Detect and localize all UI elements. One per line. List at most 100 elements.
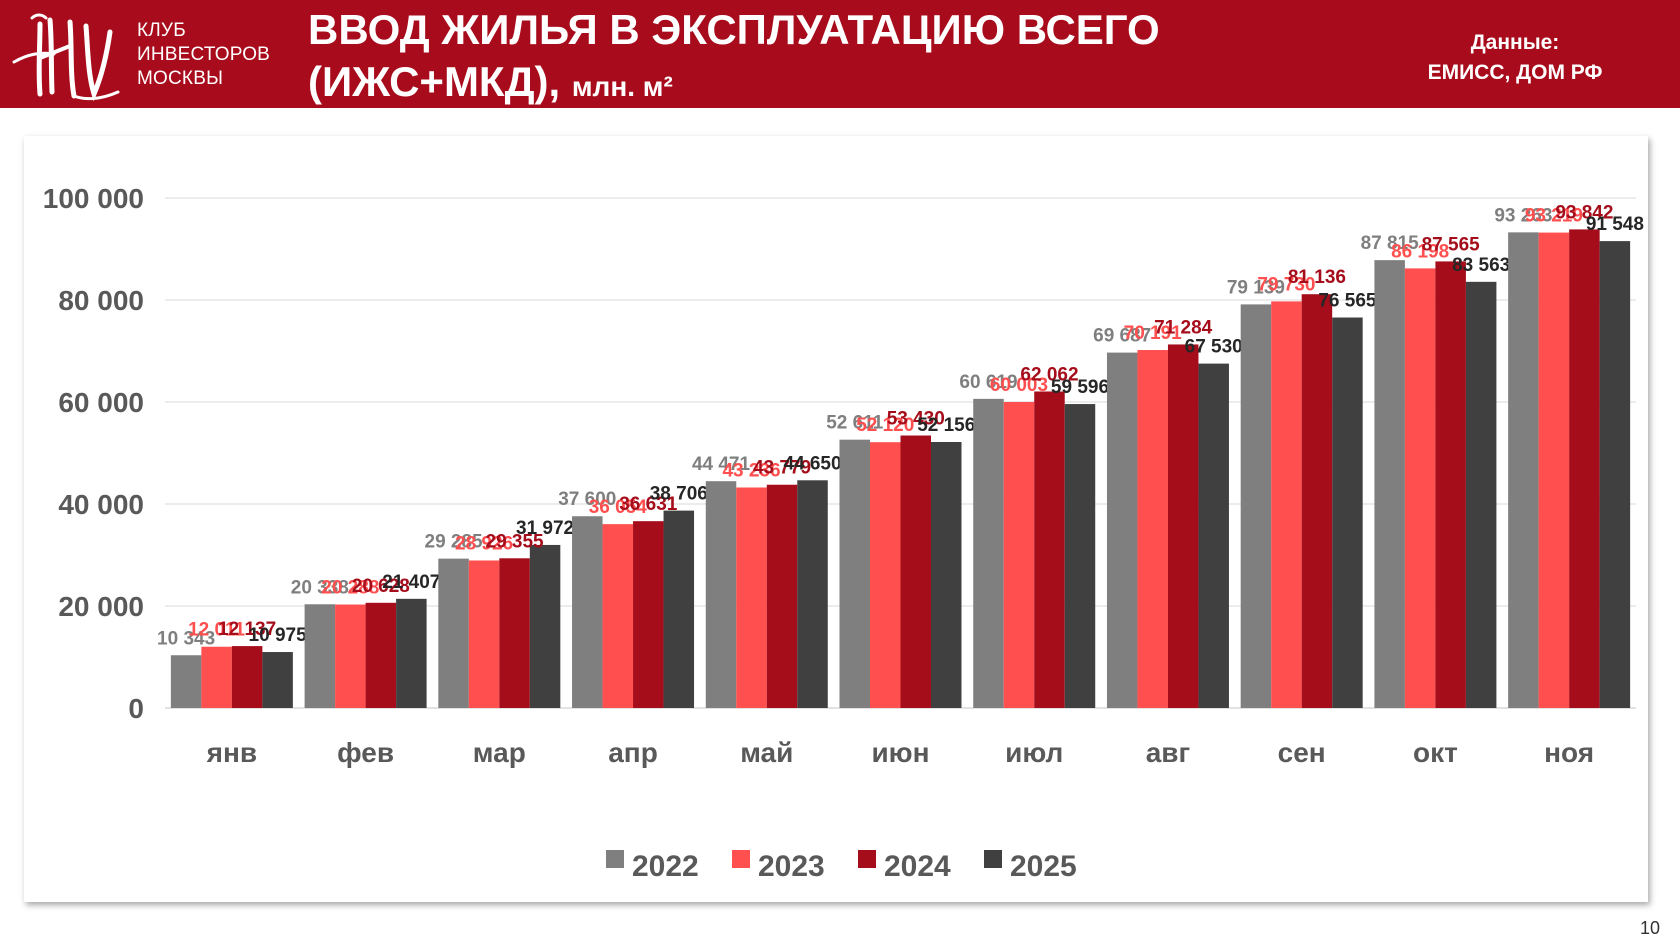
data-label-2022: 87 815 bbox=[1361, 233, 1420, 254]
bar-2025-июн bbox=[931, 442, 962, 708]
data-label-2023: 28 926 bbox=[455, 533, 513, 554]
club-logo-icon bbox=[12, 13, 120, 102]
data-label-2022: 79 139 bbox=[1227, 277, 1285, 298]
y-tick-label: 0 bbox=[128, 693, 144, 724]
x-tick-label: апр bbox=[608, 737, 658, 768]
bar-2024-июн bbox=[900, 435, 931, 708]
data-label-2025: 76 565 bbox=[1318, 291, 1377, 312]
page-number: 10 bbox=[1640, 918, 1661, 938]
bar-2023-сен bbox=[1271, 301, 1302, 708]
data-label-2024: 36 631 bbox=[619, 494, 678, 515]
bar-2023-окт bbox=[1404, 268, 1436, 708]
data-label-2023: 70 191 bbox=[1124, 323, 1183, 344]
legend-label-2025: 2025 bbox=[1010, 850, 1077, 883]
bar-2024-сен bbox=[1301, 294, 1333, 708]
data-label-2023: 79 730 bbox=[1257, 274, 1315, 295]
data-label-2022: 60 619 bbox=[959, 372, 1017, 393]
data-label-2024: 87 565 bbox=[1422, 234, 1481, 255]
bar-2024-ноя bbox=[1569, 229, 1600, 708]
y-tick-label: 80 000 bbox=[58, 285, 144, 316]
bar-2022-авг bbox=[1106, 352, 1138, 708]
x-tick-label: июн bbox=[871, 737, 929, 768]
y-tick-label: 40 000 bbox=[58, 489, 144, 520]
bar-2023-янв bbox=[201, 646, 232, 708]
logo-line-2: ИНВЕСТОРОВ bbox=[137, 44, 271, 65]
bar-2023-ноя bbox=[1538, 232, 1570, 708]
x-tick-label: окт bbox=[1413, 737, 1458, 768]
y-tick-label: 60 000 bbox=[58, 387, 144, 418]
data-source-label: Данные: bbox=[1470, 31, 1560, 54]
data-label-2024: 29 355 bbox=[486, 531, 545, 552]
data-label-2023: 52 120 bbox=[856, 415, 914, 436]
legend-swatch-2025 bbox=[984, 850, 1002, 868]
bar-2024-мар bbox=[499, 558, 530, 708]
bar-2024-июл bbox=[1034, 391, 1065, 708]
bar-2023-май bbox=[736, 487, 767, 708]
legend-label-2022: 2022 bbox=[632, 850, 699, 883]
data-label-2025: 67 530 bbox=[1185, 337, 1243, 358]
data-label-2023: 93 219 bbox=[1525, 206, 1583, 227]
x-tick-label: ноя bbox=[1544, 737, 1594, 768]
slide-title-unit: млн. м² bbox=[571, 71, 673, 102]
bar-2025-сен bbox=[1332, 317, 1363, 708]
legend-label-2023: 2023 bbox=[758, 850, 825, 883]
x-tick-label: сен bbox=[1278, 737, 1326, 768]
data-label-2025: 31 972 bbox=[516, 518, 574, 539]
bar-2025-май bbox=[797, 480, 828, 708]
data-label-2025: 91 548 bbox=[1586, 214, 1644, 235]
slide-title-line-2: (ИЖС+МКД), млн. м² bbox=[308, 56, 1160, 113]
bar-2024-фев bbox=[365, 602, 397, 708]
slide-title-main: (ИЖС+МКД), bbox=[308, 58, 561, 105]
bar-2022-июн bbox=[839, 439, 870, 708]
legend-swatch-2022 bbox=[606, 850, 624, 868]
data-label-2024: 93 842 bbox=[1555, 202, 1613, 223]
data-label-2024: 12 137 bbox=[218, 619, 276, 640]
bar-2025-ноя bbox=[1599, 241, 1631, 708]
bar-2022-ноя bbox=[1508, 232, 1539, 708]
data-label-2023: 36 054 bbox=[589, 497, 648, 518]
legend-swatch-2023 bbox=[732, 850, 750, 868]
data-source: Данные: ЕМИСС, ДОМ РФ bbox=[1390, 28, 1640, 88]
data-label-2023: 86 198 bbox=[1391, 241, 1449, 262]
legend-label-2024: 2024 bbox=[884, 850, 951, 883]
data-label-2024: 81 136 bbox=[1288, 267, 1346, 288]
slide-header: КЛУБ ИНВЕСТОРОВ МОСКВЫ ВВОД ЖИЛЬЯ В ЭКСП… bbox=[0, 0, 1680, 108]
data-source-value: ЕМИСС, ДОМ РФ bbox=[1427, 61, 1603, 84]
logo-line-3: МОСКВЫ bbox=[137, 68, 224, 89]
bar-2025-окт bbox=[1465, 281, 1497, 708]
bar-2024-май bbox=[766, 484, 798, 708]
bar-2022-фев bbox=[304, 604, 336, 708]
data-label-2024: 43 779 bbox=[753, 458, 811, 479]
bar-2023-фев bbox=[335, 604, 366, 708]
data-label-2022: 10 343 bbox=[157, 628, 215, 649]
data-label-2022: 69 687 bbox=[1093, 326, 1151, 347]
bar-2024-апр bbox=[633, 521, 664, 708]
data-label-2022: 52 611 bbox=[826, 413, 883, 434]
bar-2024-янв bbox=[231, 646, 263, 708]
data-label-2022: 29 285 bbox=[425, 532, 484, 553]
data-label-2025: 10 975 bbox=[249, 625, 308, 646]
data-label-2022: 44 471 bbox=[692, 454, 751, 475]
x-tick-label: авг bbox=[1146, 737, 1190, 768]
bar-2023-июн bbox=[870, 442, 901, 708]
bar-2022-июл bbox=[973, 398, 1004, 708]
data-label-2025: 21 407 bbox=[382, 572, 440, 593]
x-tick-label: мар bbox=[473, 737, 526, 768]
bar-2022-янв bbox=[170, 655, 202, 708]
bar-2022-окт bbox=[1374, 260, 1405, 708]
data-label-2022: 37 600 bbox=[558, 489, 616, 510]
bar-2022-мар bbox=[438, 558, 469, 708]
data-label-2022: 20 338 bbox=[291, 577, 349, 598]
data-label-2023: 20 288 bbox=[321, 578, 379, 599]
bar-2025-янв bbox=[262, 652, 293, 708]
bar-2023-мар bbox=[468, 560, 500, 708]
bar-2025-мар bbox=[529, 544, 561, 708]
data-label-2024: 62 062 bbox=[1020, 364, 1078, 385]
bar-2022-апр bbox=[572, 516, 603, 708]
data-label-2023: 12 011 bbox=[188, 620, 245, 641]
data-label-2025: 38 706 bbox=[650, 484, 708, 505]
bar-2022-сен bbox=[1240, 304, 1272, 708]
x-tick-label: фев bbox=[337, 737, 394, 768]
bar-chart: 0 20 000 40 000 60 000 80 000 100 000 янв 10 34… bbox=[43, 183, 1644, 883]
slide-title-line-1: ВВОД ЖИЛЬЯ В ЭКСПЛУАТАЦИЮ ВСЕГО bbox=[308, 6, 1160, 53]
